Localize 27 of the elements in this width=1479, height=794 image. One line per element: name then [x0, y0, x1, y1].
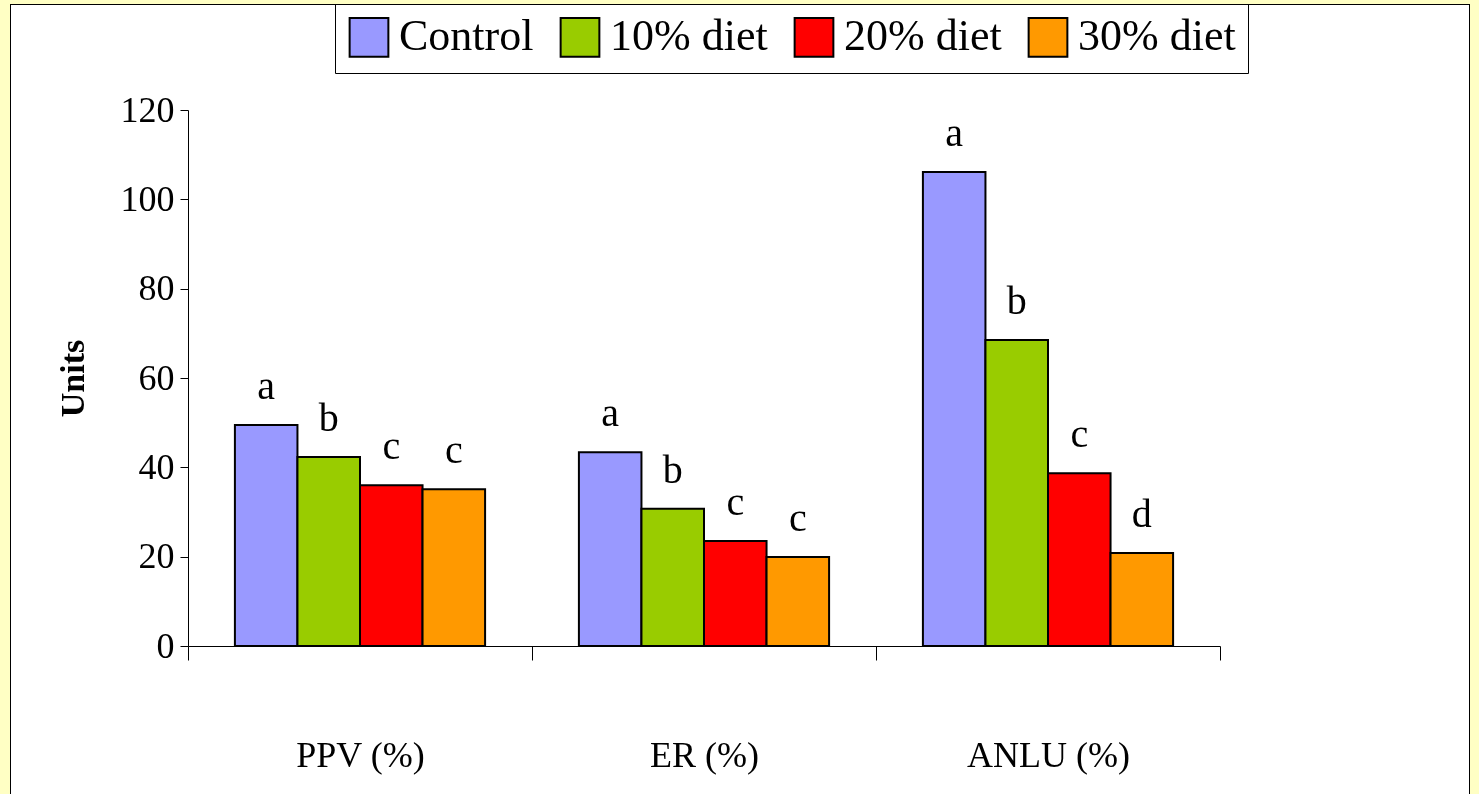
- x-tick-label: PPV (%): [296, 734, 425, 775]
- x-tick-label: ER (%): [650, 734, 759, 775]
- legend-label: Control: [399, 11, 534, 61]
- data-label: b: [1006, 278, 1027, 324]
- legend-label: 10% diet: [610, 11, 768, 61]
- data-label: c: [788, 495, 807, 541]
- y-tick-label: 0: [156, 625, 175, 666]
- y-tick-label: 100: [120, 178, 175, 219]
- y-tick-label: 80: [138, 268, 175, 309]
- x-tick-label: ANLU (%): [967, 734, 1130, 775]
- y-tick-label: 120: [120, 89, 175, 130]
- legend-label: 30% diet: [1078, 11, 1236, 61]
- data-label: a: [945, 110, 964, 156]
- y-tick-label: 20: [138, 536, 175, 577]
- data-label: a: [601, 390, 620, 436]
- y-axis-title: Units: [53, 339, 91, 418]
- data-label: c: [726, 479, 745, 525]
- data-label: b: [662, 446, 683, 492]
- y-tick-label: 40: [138, 446, 175, 487]
- data-label: a: [257, 362, 276, 408]
- y-tick-label: 60: [138, 357, 175, 398]
- data-label: c: [1070, 411, 1089, 457]
- legend-label: 20% diet: [844, 11, 1002, 61]
- data-label: d: [1131, 491, 1152, 537]
- data-label: c: [444, 427, 463, 473]
- data-label: c: [382, 423, 401, 469]
- data-label: b: [318, 395, 339, 441]
